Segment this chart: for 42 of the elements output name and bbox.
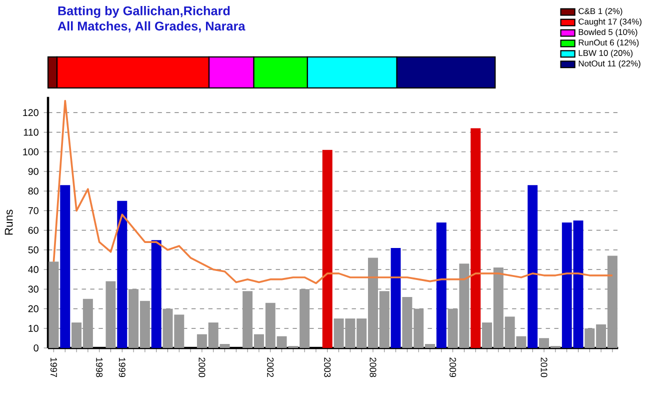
x-tick-label: 2000 xyxy=(198,358,206,378)
x-tick-label: 1998 xyxy=(96,358,103,378)
x-tick-label: 2009 xyxy=(450,358,456,378)
legend-label: RunOut 6 (12%) xyxy=(578,39,639,48)
y-tick-label: 20 xyxy=(28,305,38,312)
y-tick-label: 80 xyxy=(28,188,38,195)
y-tick-label: 50 xyxy=(28,246,38,254)
bar xyxy=(117,200,128,348)
x-tick-label: 2010 xyxy=(540,358,548,378)
chart-title: Batting by Gallichan,Richard xyxy=(58,6,230,18)
chart-subtitle: All Matches, All Grades, Narara xyxy=(58,21,246,32)
bar xyxy=(436,222,446,348)
x-tick-label: 2002 xyxy=(267,358,274,378)
x-tick-label: 2008 xyxy=(370,358,376,378)
bar xyxy=(528,185,538,348)
bar xyxy=(470,128,481,348)
y-tick-label: 60 xyxy=(28,226,38,234)
y-tick-label: 0 xyxy=(34,344,38,352)
y-tick-label: 110 xyxy=(24,128,38,136)
y-tick-label: 40 xyxy=(28,266,38,273)
legend-label: Caught 17 (34%) xyxy=(578,18,642,26)
bar xyxy=(106,281,116,348)
bar xyxy=(390,248,401,348)
bar xyxy=(402,296,412,348)
y-tick-label: 70 xyxy=(28,207,38,214)
y-tick-label: 120 xyxy=(23,109,38,116)
y-tick-label: 30 xyxy=(28,286,38,293)
y-tick-label: 10 xyxy=(28,324,38,332)
legend-label: Bowled 5 (10%) xyxy=(578,28,638,37)
legend-label: NotOut 11 (22%) xyxy=(578,60,640,68)
y-tick-label: 90 xyxy=(28,168,38,175)
y-tick-label: 100 xyxy=(23,148,38,156)
y-axis-title: Runs xyxy=(4,210,13,235)
x-tick-label: 2003 xyxy=(324,358,331,378)
x-tick-label: 1999 xyxy=(118,358,126,378)
bar xyxy=(151,240,162,348)
legend-label: LBW 10 (20%) xyxy=(578,50,633,58)
bar xyxy=(60,185,70,348)
bar xyxy=(48,262,59,348)
legend-label: C&B 1 (2%) xyxy=(578,8,622,16)
bar xyxy=(322,150,332,348)
x-tick-label: 1997 xyxy=(50,358,57,378)
